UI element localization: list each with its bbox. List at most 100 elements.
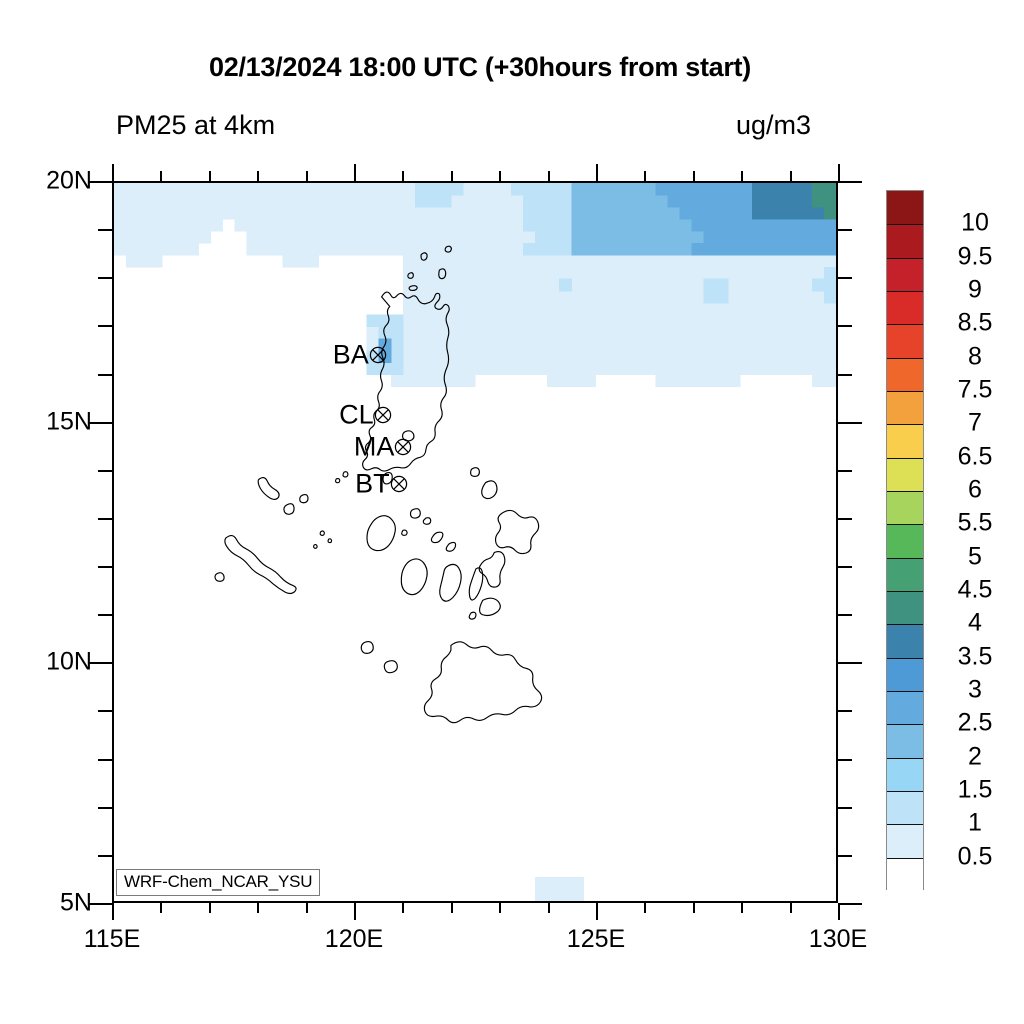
x-tick-top-126 xyxy=(644,171,647,181)
colorbar-tick-label-4: 4 xyxy=(968,608,982,637)
y-tick-18 xyxy=(98,277,112,280)
y-tick-right-15 xyxy=(838,421,862,424)
x-tick-top-116 xyxy=(160,171,163,181)
colorbar-tick-label-7.5: 7.5 xyxy=(957,375,993,404)
y-tick-12 xyxy=(98,566,112,569)
y-tick-right-8 xyxy=(838,758,852,761)
colorbar-bin-10 xyxy=(887,524,923,559)
colorbar-tick-label-6.5: 6.5 xyxy=(957,442,993,471)
y-tick-9 xyxy=(98,710,112,713)
y-axis-label-5N: 5N xyxy=(60,888,92,917)
y-tick-right-17 xyxy=(838,325,852,328)
x-tick-top-127 xyxy=(692,171,695,181)
colorbar-bin-1 xyxy=(887,224,923,259)
x-axis-label-130E: 130E xyxy=(808,925,868,953)
x-tick-119 xyxy=(305,903,308,913)
y-tick-right-18 xyxy=(838,277,852,280)
y-tick-right-9 xyxy=(838,710,852,713)
x-axis-label-115E: 115E xyxy=(83,925,141,953)
x-tick-top-130 xyxy=(838,164,840,181)
y-axis-label-15N: 15N xyxy=(46,407,92,436)
y-tick-right-11 xyxy=(838,614,852,617)
y-tick-right-10 xyxy=(838,662,862,665)
colorbar-bin-6 xyxy=(887,391,923,425)
station-label-ba: BA xyxy=(332,339,369,370)
map-plot-area[interactable]: BA CL MA BT xyxy=(112,181,838,903)
x-axis-label-125E: 125E xyxy=(566,925,626,953)
x-tick-top-121 xyxy=(402,171,405,181)
colorbar-separator-2 xyxy=(887,257,923,259)
x-tick-125 xyxy=(596,903,598,920)
y-tick-right-12 xyxy=(838,566,852,569)
x-tick-top-129 xyxy=(789,171,792,181)
y-tick-11 xyxy=(98,614,112,617)
station-marker-ba[interactable] xyxy=(368,346,387,365)
colorbar-bin-7 xyxy=(887,424,923,459)
y-tick-right-5 xyxy=(838,903,862,905)
page-title: 02/13/2024 18:00 UTC (+30hours from star… xyxy=(209,52,751,82)
station-label-bt: BT xyxy=(355,468,390,499)
colorbar-separator-12 xyxy=(887,591,923,592)
colorbar-separator-18 xyxy=(887,791,923,792)
colorbar-separator-3 xyxy=(887,291,923,292)
y-axis-label-10N: 10N xyxy=(46,647,92,676)
x-tick-128 xyxy=(741,903,744,913)
colorbar-tick-label-1.5: 1.5 xyxy=(957,775,993,804)
x-tick-126 xyxy=(644,903,647,913)
y-tick-5 xyxy=(88,903,112,905)
colorbar-bin-3 xyxy=(887,291,923,325)
y-tick-19 xyxy=(98,229,112,232)
colorbar-separator-15 xyxy=(887,691,923,692)
pm25-concentration-raster xyxy=(114,183,836,901)
colorbar-bin-12 xyxy=(887,591,923,625)
colorbar-tick-label-9.5: 9.5 xyxy=(957,242,993,271)
colorbar-bin-2 xyxy=(887,257,923,292)
x-tick-117 xyxy=(208,903,211,913)
x-tick-top-124 xyxy=(547,171,550,181)
colorbar-bin-14 xyxy=(887,657,923,692)
station-marker-ma[interactable] xyxy=(394,437,413,456)
y-tick-6 xyxy=(98,854,112,857)
colorbar-separator-1 xyxy=(887,224,923,226)
x-tick-top-118 xyxy=(257,171,260,181)
colorbar-bin-0 xyxy=(887,191,923,225)
colorbar-separator-14 xyxy=(887,657,923,659)
x-tick-top-123 xyxy=(499,171,502,181)
y-tick-8 xyxy=(98,758,112,761)
colorbar-bin-17 xyxy=(887,757,923,792)
colorbar-tick-label-3: 3 xyxy=(968,675,982,704)
colorbar[interactable] xyxy=(886,190,924,892)
x-tick-top-128 xyxy=(741,171,744,181)
y-tick-right-20 xyxy=(838,181,862,183)
model-credit-box: WRF-Chem_NCAR_YSU xyxy=(116,869,321,896)
colorbar-bin-16 xyxy=(887,724,923,759)
x-axis-label-120E: 120E xyxy=(324,925,384,953)
colorbar-separator-16 xyxy=(887,724,923,726)
colorbar-separator-11 xyxy=(887,557,923,559)
y-tick-16 xyxy=(98,373,112,376)
colorbar-tick-label-5: 5 xyxy=(968,542,982,571)
y-tick-14 xyxy=(98,469,112,472)
y-tick-10 xyxy=(88,662,112,665)
x-tick-top-125 xyxy=(596,164,598,181)
colorbar-separator-19 xyxy=(887,824,923,826)
colorbar-separator-13 xyxy=(887,624,923,626)
y-tick-right-14 xyxy=(838,469,852,472)
y-tick-right-13 xyxy=(838,517,852,520)
y-tick-17 xyxy=(98,325,112,328)
station-marker-bt[interactable] xyxy=(389,474,408,493)
x-tick-116 xyxy=(160,903,163,913)
colorbar-tick-label-3.5: 3.5 xyxy=(957,642,993,671)
station-marker-cl[interactable] xyxy=(373,406,392,425)
colorbar-tick-label-2.5: 2.5 xyxy=(957,708,993,737)
variable-label: PM25 at 4km xyxy=(116,110,276,140)
x-tick-121 xyxy=(402,903,405,913)
x-tick-124 xyxy=(547,903,550,913)
colorbar-tick-label-2: 2 xyxy=(968,742,982,771)
colorbar-bin-4 xyxy=(887,324,923,359)
colorbar-tick-label-6: 6 xyxy=(968,475,982,504)
colorbar-tick-label-8.5: 8.5 xyxy=(957,308,993,337)
colorbar-bin-9 xyxy=(887,491,923,525)
x-tick-top-120 xyxy=(354,164,356,181)
x-tick-122 xyxy=(450,903,453,913)
